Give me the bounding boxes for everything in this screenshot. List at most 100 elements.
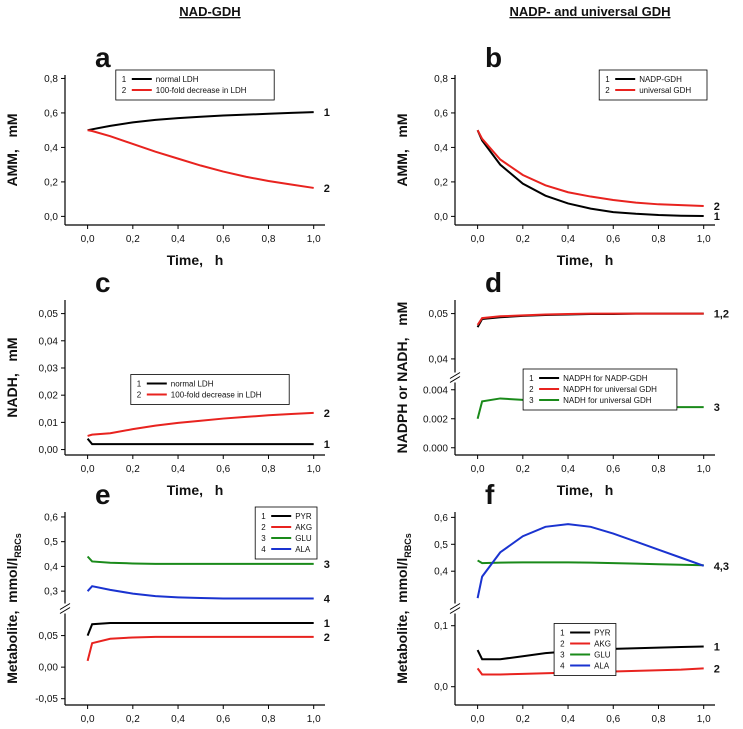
- panel-letter: d: [485, 267, 502, 298]
- x-tick-label: 0,2: [516, 714, 530, 725]
- x-tick-label: 0,2: [126, 464, 140, 475]
- x-axis-label: Time, h: [167, 482, 224, 498]
- axis-break: [59, 603, 71, 610]
- x-tick-label: 0,4: [561, 464, 575, 475]
- legend-label: 100-fold decrease in LDH: [171, 391, 262, 400]
- series-line: [86, 621, 314, 636]
- y-tick-label: -0,05: [35, 694, 58, 705]
- legend-label: ALA: [594, 662, 610, 671]
- legend-key: 2: [122, 86, 127, 95]
- axis-break: [59, 607, 71, 614]
- y-tick-label: 0,0: [44, 212, 58, 223]
- end-label: 1: [714, 211, 720, 223]
- y-tick-label: 0,02: [39, 391, 59, 402]
- end-label: 1: [324, 439, 330, 451]
- y-tick-label: 0,05: [39, 309, 59, 320]
- y-tick-label: 0,04: [39, 336, 59, 347]
- legend-label: NADPH for universal GDH: [563, 385, 657, 394]
- x-tick-label: 0,6: [216, 714, 230, 725]
- y-tick-label: 0,2: [44, 177, 58, 188]
- panel-letter: b: [485, 42, 502, 73]
- series-line: [86, 585, 314, 600]
- x-tick-label: 0,6: [216, 234, 230, 245]
- legend-box: [598, 69, 708, 101]
- legend-key: 1: [560, 629, 565, 638]
- series-line: [476, 129, 704, 218]
- x-tick-label: 1,0: [307, 464, 321, 475]
- legend-label: PYR: [594, 629, 611, 638]
- y-tick-label: 0,01: [39, 418, 59, 429]
- y-axis-label-text: NADH, mM: [4, 337, 20, 417]
- y-tick-label: 0,0: [434, 212, 448, 223]
- x-tick-label: 0,8: [262, 464, 276, 475]
- y-tick-label: 0,6: [434, 108, 448, 119]
- x-tick-label: 0,0: [471, 464, 485, 475]
- y-axis-label-text: AMM, mM: [4, 113, 20, 186]
- y-axis-label-text: Metabolite, mmol/l: [394, 558, 410, 684]
- axis-break: [449, 376, 461, 383]
- legend-box: [553, 623, 617, 676]
- series-line: [476, 129, 704, 208]
- x-tick-label: 0,8: [652, 234, 666, 245]
- legend-key: 3: [529, 396, 534, 405]
- y-axis-label: Metabolite, mmol/lRBCs: [4, 533, 23, 684]
- legend-key: 1: [529, 374, 534, 383]
- series-line: [86, 635, 314, 662]
- x-tick-label: 0,6: [216, 464, 230, 475]
- y-tick-label: 0,5: [434, 540, 448, 551]
- x-axis-label: Time, h: [557, 482, 614, 498]
- end-label: 2: [324, 408, 330, 420]
- legend-label: NADPH for NADP-GDH: [563, 374, 648, 383]
- end-label: 2: [324, 183, 330, 195]
- legend-label: GLU: [594, 651, 611, 660]
- x-tick-label: 0,4: [561, 234, 575, 245]
- y-axis-label-text: AMM, mM: [394, 113, 410, 186]
- legend-key: 2: [137, 391, 142, 400]
- legend-key: 2: [529, 385, 534, 394]
- series-line: [87, 411, 314, 437]
- y-tick-label: 0,2: [434, 177, 448, 188]
- legend-key: 3: [261, 534, 266, 543]
- x-tick-label: 0,8: [262, 714, 276, 725]
- x-tick-label: 0,4: [171, 234, 185, 245]
- legend-key: 2: [605, 86, 610, 95]
- series-line: [87, 129, 314, 189]
- end-label: 4,3: [714, 561, 729, 573]
- legend-label: NADH for universal GDH: [563, 396, 652, 405]
- legend-label: universal GDH: [639, 86, 691, 95]
- y-tick-label: 0,4: [44, 562, 58, 573]
- panel-letter: f: [485, 479, 495, 510]
- y-tick-label: 0,8: [434, 74, 448, 85]
- y-tick-label: 0,4: [434, 143, 448, 154]
- x-tick-label: 0,8: [652, 714, 666, 725]
- x-tick-label: 0,0: [81, 714, 95, 725]
- y-tick-label: 0,6: [434, 513, 448, 524]
- y-tick-label: 0,1: [434, 621, 448, 632]
- y-tick-label: 0,5: [44, 537, 58, 548]
- y-tick-label: 0,4: [44, 143, 58, 154]
- y-axis-label: Metabolite, mmol/lRBCs: [394, 533, 413, 684]
- legend-label: AKG: [594, 640, 611, 649]
- legend-key: 1: [261, 512, 266, 521]
- x-tick-label: 1,0: [697, 464, 711, 475]
- legend-label: GLU: [295, 534, 312, 543]
- end-label: 4: [324, 594, 331, 606]
- y-tick-label: 0.002: [423, 414, 448, 425]
- legend-key: 4: [560, 662, 565, 671]
- end-label: 1: [324, 618, 330, 630]
- x-tick-label: 0,6: [606, 714, 620, 725]
- x-tick-label: 0,6: [606, 464, 620, 475]
- x-tick-label: 0,2: [126, 234, 140, 245]
- x-tick-label: 0,4: [171, 714, 185, 725]
- series-line: [86, 438, 314, 446]
- x-tick-label: 1,0: [307, 234, 321, 245]
- series-line: [477, 559, 704, 567]
- panel-letter: a: [95, 42, 111, 73]
- y-axis-label: AMM, mM: [394, 113, 410, 186]
- series-line: [86, 555, 314, 565]
- x-tick-label: 0,0: [81, 234, 95, 245]
- legend-label: AKG: [295, 523, 312, 532]
- legend-box: [130, 374, 290, 405]
